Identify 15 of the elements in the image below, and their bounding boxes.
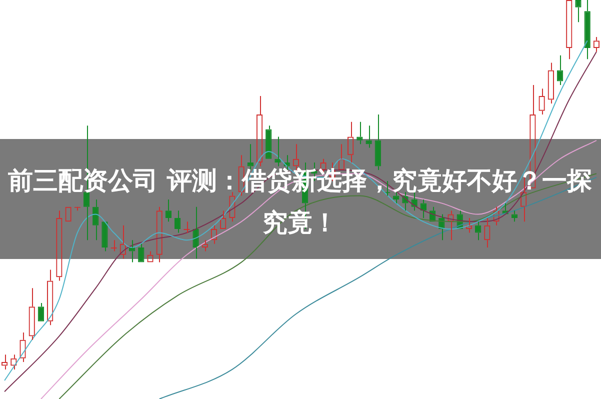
candlestick <box>102 222 108 252</box>
candlestick <box>356 121 363 145</box>
candlestick <box>138 243 144 262</box>
candlestick <box>474 221 482 241</box>
candlestick <box>192 206 199 260</box>
candlestick <box>556 54 564 86</box>
candlestick <box>374 114 381 170</box>
candlestick <box>274 136 281 167</box>
candlestick <box>174 210 181 234</box>
candlestick <box>38 302 44 322</box>
candlestick <box>366 125 372 148</box>
candlestick <box>247 144 254 170</box>
candlestick <box>584 0 590 60</box>
candlestick <box>92 199 99 241</box>
candlestick <box>266 125 272 159</box>
